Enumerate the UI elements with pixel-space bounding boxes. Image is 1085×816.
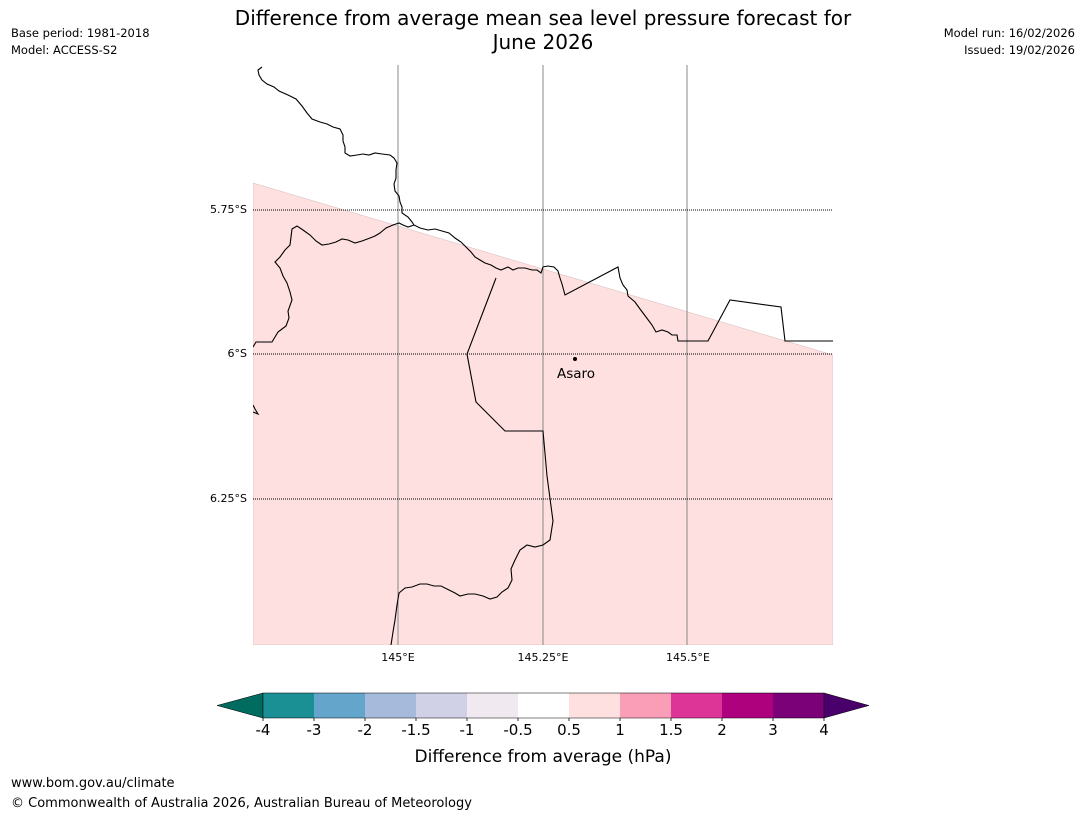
footer-url[interactable]: www.bom.gov.au/climate xyxy=(11,776,175,791)
colorbar-tick-label: 4 xyxy=(819,721,829,739)
lon-label-145e: 145°E xyxy=(381,651,414,664)
colorbar-under-arrow xyxy=(216,692,264,719)
lon-label-145.5e: 145.5°E xyxy=(666,651,710,664)
colorbar-tick-label: -4 xyxy=(256,721,271,739)
lat-label-6s: 6°S xyxy=(228,347,247,360)
asaro-marker xyxy=(573,357,577,361)
colorbar-segment xyxy=(518,693,570,718)
province-boundary-west xyxy=(253,222,415,348)
colorbar-segment xyxy=(773,693,825,718)
lat-label-5.75s: 5.75°S xyxy=(210,203,247,216)
province-boundary-north xyxy=(257,66,833,342)
colorbar-segment xyxy=(569,693,621,718)
colorbar-tick-label: 1.5 xyxy=(659,721,683,739)
colorbar-tick-label: -3 xyxy=(307,721,322,739)
coast-fragment xyxy=(253,404,260,416)
footer-copyright: © Commonwealth of Australia 2026, Austra… xyxy=(11,796,472,811)
colorbar-tick-label: -1 xyxy=(460,721,475,739)
colorbar-tick-label: -0.5 xyxy=(503,721,532,739)
colorbar-segment xyxy=(365,693,417,718)
title-line-2: June 2026 xyxy=(492,30,594,54)
colorbar-segment xyxy=(671,693,723,718)
map-panel: Asaro xyxy=(253,65,833,645)
lat-label-6.25s: 6.25°S xyxy=(210,492,247,505)
colorbar-segment xyxy=(416,693,468,718)
colorbar-frame xyxy=(262,692,825,719)
colorbar-over-arrow xyxy=(823,692,870,719)
meta-left: Base period: 1981-2018 Model: ACCESS-S2 xyxy=(11,25,150,59)
model-text: Model: ACCESS-S2 xyxy=(11,43,118,57)
title-line-1: Difference from average mean sea level p… xyxy=(234,6,852,30)
colorbar-label: Difference from average (hPa) xyxy=(415,747,672,767)
colorbar-segment xyxy=(722,693,774,718)
model-run-text: Model run: 16/02/2026 xyxy=(943,26,1075,40)
issued-text: Issued: 19/02/2026 xyxy=(964,43,1075,57)
province-boundary-central xyxy=(390,277,554,645)
base-period-text: Base period: 1981-2018 xyxy=(11,26,150,40)
chart-title: Difference from average mean sea level p… xyxy=(200,6,886,54)
colorbar-tick-label: 3 xyxy=(768,721,778,739)
colorbar-segment xyxy=(620,693,672,718)
colorbar-segment xyxy=(314,693,366,718)
colorbar-tick-label: 2 xyxy=(717,721,727,739)
colorbar-tick-label: -1.5 xyxy=(401,721,430,739)
colorbar-segment xyxy=(263,693,315,718)
colorbar-tick-label: 0.5 xyxy=(557,721,581,739)
colorbar: -4 -3 -2 -1.5 -1 -0.5 0.5 1 1.5 2 3 4 Difference fr… xyxy=(216,692,870,767)
colorbar-tick-label: 1 xyxy=(615,721,625,739)
colorbar-segment xyxy=(467,693,519,718)
meta-right: Model run: 16/02/2026 Issued: 19/02/2026 xyxy=(944,25,1075,59)
lon-label-145.25e: 145.25°E xyxy=(518,651,569,664)
asaro-label: Asaro xyxy=(557,366,595,382)
colorbar-tick-label: -2 xyxy=(358,721,373,739)
